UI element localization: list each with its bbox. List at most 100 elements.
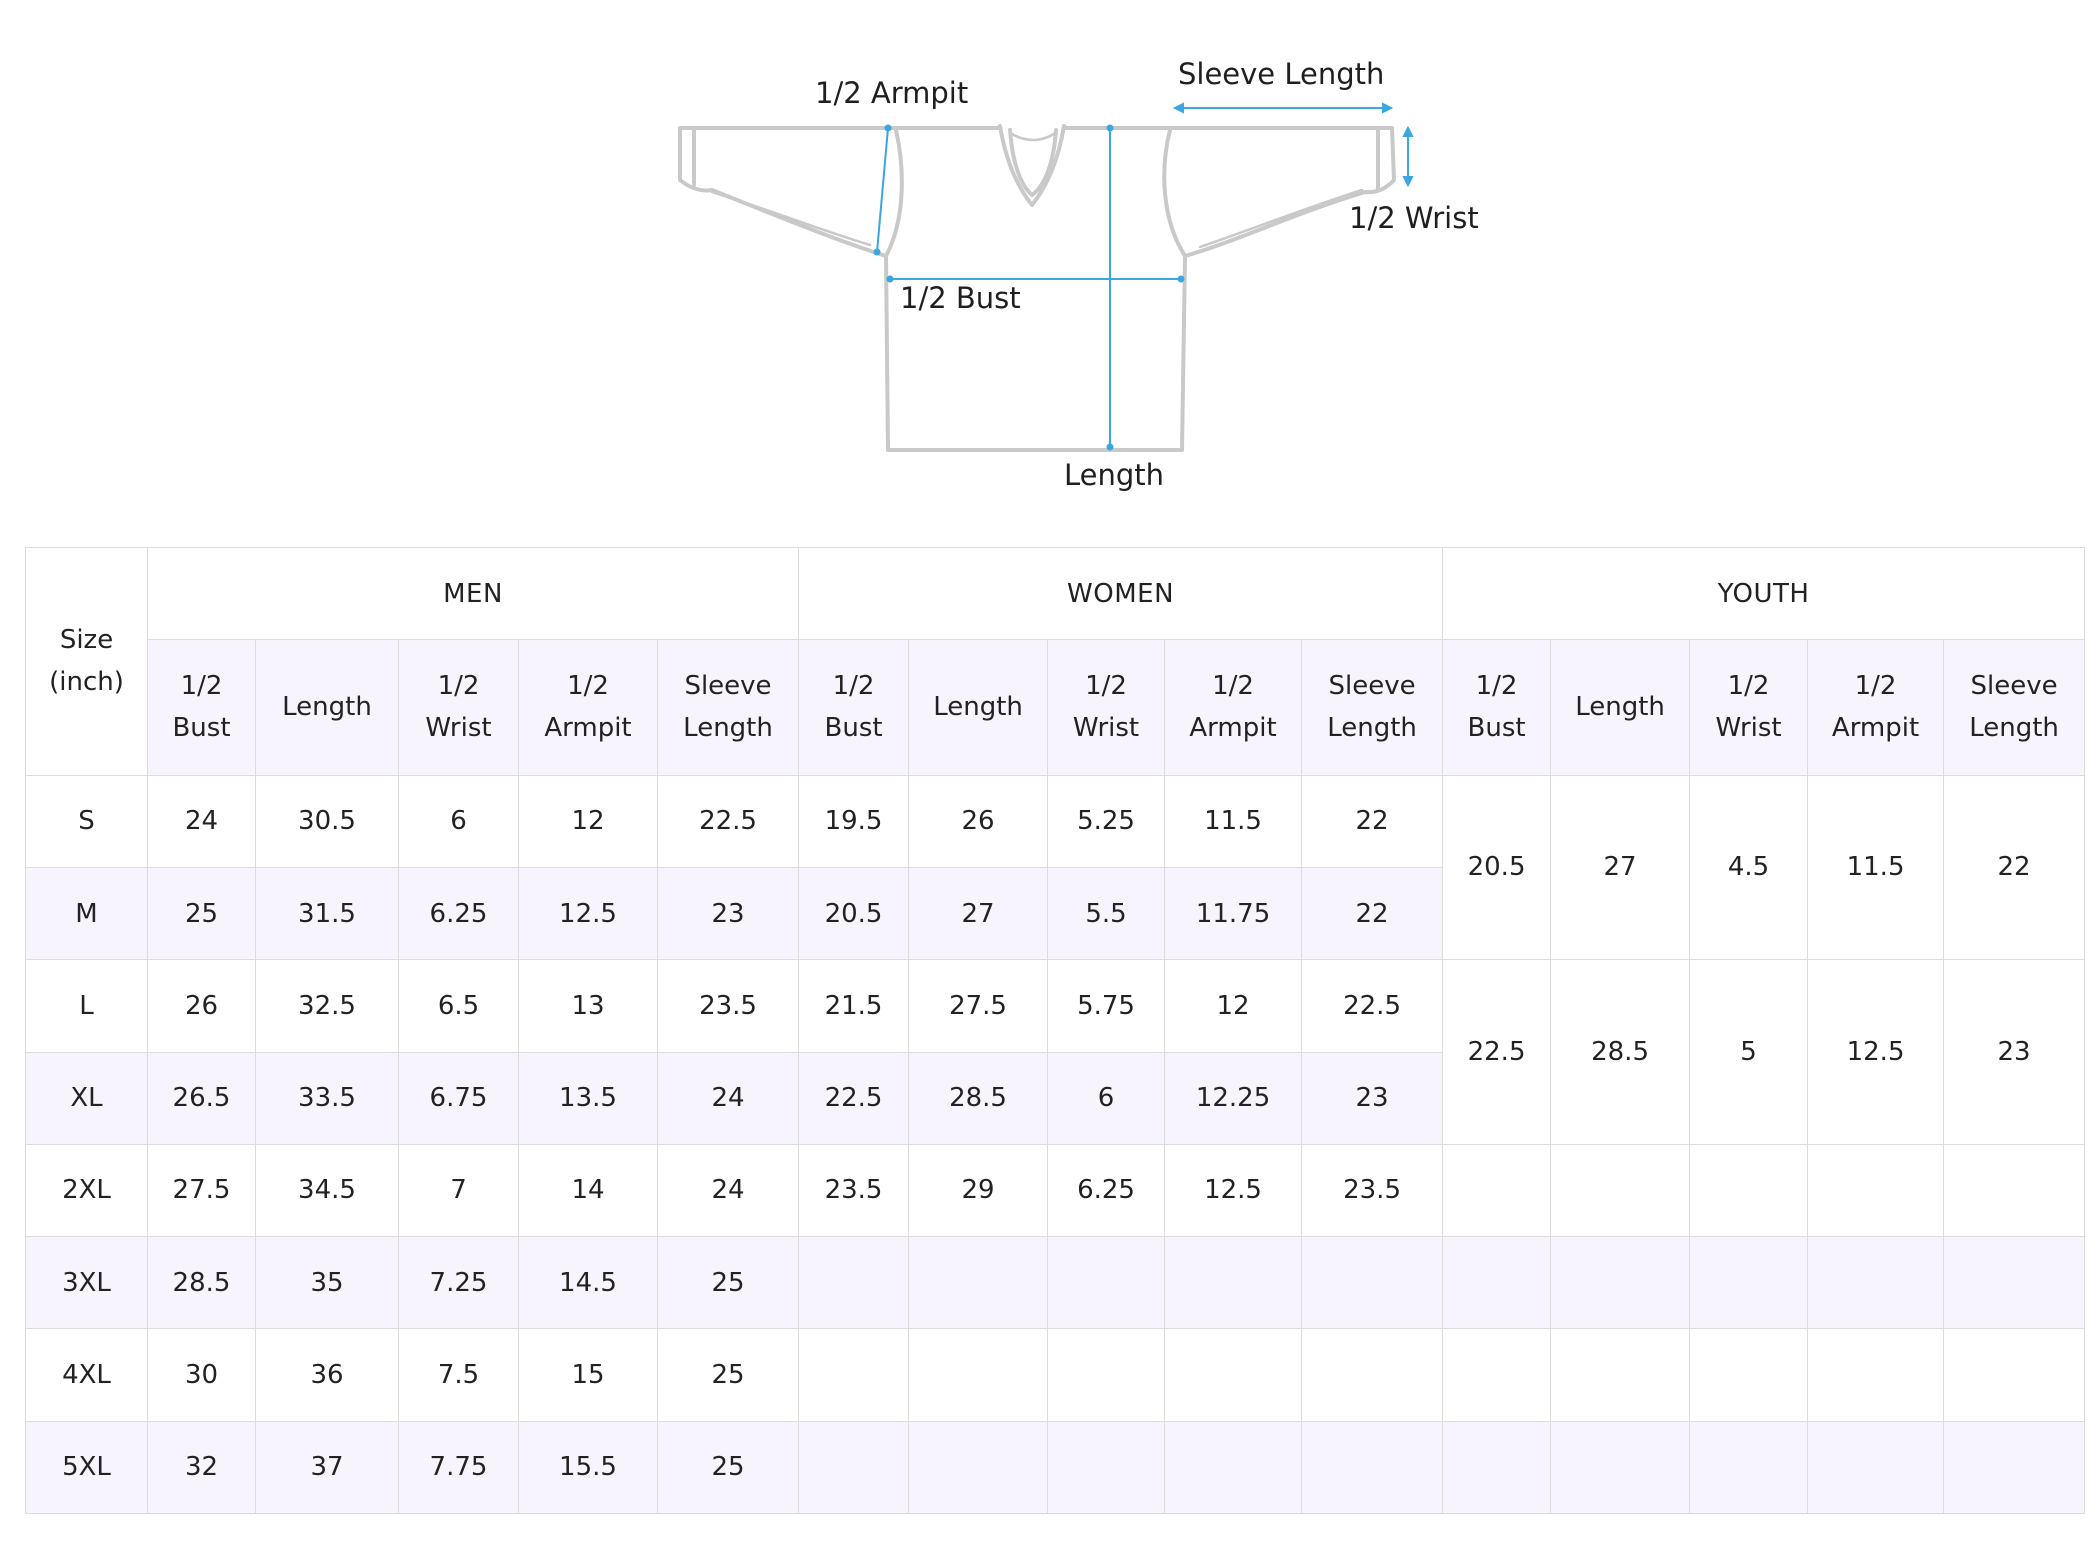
youth-empty-cell bbox=[1689, 1236, 1809, 1330]
women-value-cell: 21.5 bbox=[798, 959, 910, 1053]
men-value-cell: 35 bbox=[255, 1236, 399, 1330]
men-value-cell: 32.5 bbox=[255, 959, 399, 1053]
size-cell: 5XL bbox=[25, 1420, 148, 1515]
men-value-cell: 6.5 bbox=[398, 959, 519, 1053]
men-value-cell: 26 bbox=[147, 959, 256, 1053]
women-value-cell: 12.5 bbox=[1164, 1143, 1303, 1238]
women-value-cell: 5.25 bbox=[1047, 774, 1166, 868]
women-value-cell: 27 bbox=[908, 866, 1049, 961]
sleeve-length-label: Sleeve Length bbox=[1178, 57, 1385, 91]
table-row: 5XL 32 37 7.75 15.5 25 bbox=[25, 1420, 2086, 1515]
column-header-wrist: 1/2 Wrist bbox=[398, 639, 519, 776]
men-value-cell: 22.5 bbox=[656, 774, 800, 868]
men-value-cell: 23 bbox=[656, 866, 800, 961]
women-value-cell bbox=[908, 1236, 1049, 1330]
table-row: S 24 30.5 6 12 22.5 19.5 26 5.25 11.5 22 20.5 27 4.5 1… bbox=[25, 774, 2086, 961]
youth-empty-cell bbox=[1689, 1143, 1809, 1238]
women-value-cell: 23.5 bbox=[798, 1143, 910, 1238]
youth-value-cell: 12.5 bbox=[1807, 959, 1945, 1145]
men-value-cell: 7.5 bbox=[398, 1328, 519, 1422]
column-header-wrist: 1/2 Wrist bbox=[1689, 639, 1809, 776]
youth-value-cell: 22.5 bbox=[1442, 959, 1552, 1145]
women-value-cell bbox=[798, 1420, 910, 1515]
men-value-cell: 30.5 bbox=[255, 774, 399, 868]
men-value-cell: 26.5 bbox=[147, 1051, 256, 1145]
women-value-cell bbox=[908, 1420, 1049, 1515]
youth-empty-cell bbox=[1442, 1236, 1552, 1330]
women-value-cell bbox=[1047, 1236, 1166, 1330]
column-header-sleeve: Sleeve Length bbox=[1301, 639, 1444, 776]
size-rows: S 24 30.5 6 12 22.5 19.5 26 5.25 11.5 22 20.5 27 4.5 1… bbox=[25, 774, 2086, 1515]
youth-value-cell: 23 bbox=[1943, 959, 2086, 1145]
men-value-cell: 33.5 bbox=[255, 1051, 399, 1145]
size-cell: 2XL bbox=[25, 1143, 148, 1238]
armpit-label: 1/2 Armpit bbox=[815, 76, 969, 110]
women-value-cell: 12.25 bbox=[1164, 1051, 1303, 1145]
column-header-armpit: 1/2 Armpit bbox=[518, 639, 658, 776]
men-value-cell: 6.25 bbox=[398, 866, 519, 961]
size-header-cell: Size (inch) bbox=[25, 547, 148, 776]
men-value-cell: 24 bbox=[147, 774, 256, 868]
group-header-row: Size (inch) MEN WOMEN YOUTH bbox=[25, 546, 2086, 776]
women-value-cell: 11.5 bbox=[1164, 774, 1303, 868]
women-value-cell bbox=[1301, 1420, 1444, 1515]
length-label: Length bbox=[1064, 458, 1165, 492]
women-value-cell: 28.5 bbox=[908, 1051, 1049, 1145]
youth-empty-cell bbox=[1943, 1143, 2086, 1238]
men-value-cell: 25 bbox=[656, 1420, 800, 1515]
table-row: L 26 32.5 6.5 13 23.5 21.5 27.5 5.75 12 22.5 22.5 28… bbox=[25, 959, 2086, 1145]
men-value-cell: 28.5 bbox=[147, 1236, 256, 1330]
youth-empty-cell bbox=[1943, 1328, 2086, 1422]
jersey-outline-illustration bbox=[678, 102, 1414, 452]
men-value-cell: 6 bbox=[398, 774, 519, 868]
women-value-cell: 6 bbox=[1047, 1051, 1166, 1145]
women-value-cell bbox=[1164, 1420, 1303, 1515]
youth-empty-cell bbox=[1943, 1420, 2086, 1515]
column-header-bust: 1/2 Bust bbox=[798, 639, 910, 776]
men-value-cell: 15 bbox=[518, 1328, 658, 1422]
men-value-cell: 25 bbox=[147, 866, 256, 961]
table-row: 2XL 27.5 34.5 7 14 24 23.5 29 6.25 12.5 23.5 bbox=[25, 1143, 2086, 1238]
youth-empty-cell bbox=[1550, 1143, 1691, 1238]
youth-empty-cell bbox=[1807, 1328, 1945, 1422]
women-value-cell bbox=[1047, 1420, 1166, 1515]
wrist-label: 1/2 Wrist bbox=[1349, 201, 1479, 235]
men-value-cell: 13.5 bbox=[518, 1051, 658, 1145]
women-value-cell: 29 bbox=[908, 1143, 1049, 1238]
men-value-cell: 32 bbox=[147, 1420, 256, 1515]
women-value-cell: 22.5 bbox=[798, 1051, 910, 1145]
men-value-cell: 37 bbox=[255, 1420, 399, 1515]
youth-empty-cell bbox=[1807, 1236, 1945, 1330]
men-value-cell: 13 bbox=[518, 959, 658, 1053]
women-value-cell: 23.5 bbox=[1301, 1143, 1444, 1238]
women-value-cell bbox=[798, 1236, 910, 1330]
size-cell: XL bbox=[25, 1051, 148, 1145]
women-value-cell: 12 bbox=[1164, 959, 1303, 1053]
men-value-cell: 7 bbox=[398, 1143, 519, 1238]
youth-empty-cell bbox=[1442, 1328, 1552, 1422]
column-header-bust: 1/2 Bust bbox=[1442, 639, 1552, 776]
men-value-cell: 36 bbox=[255, 1328, 399, 1422]
youth-empty-cell bbox=[1442, 1420, 1552, 1515]
youth-empty-cell bbox=[1550, 1328, 1691, 1422]
table-row: M 25 31.5 6.25 12.5 23 20.5 27 5.5 11.75 22 bbox=[25, 866, 2085, 961]
women-value-cell: 19.5 bbox=[798, 774, 910, 868]
youth-value-cell: 11.5 bbox=[1807, 774, 1945, 961]
women-value-cell: 20.5 bbox=[798, 866, 910, 961]
size-header-line2: (inch) bbox=[49, 667, 124, 698]
women-value-cell bbox=[1301, 1328, 1444, 1422]
youth-empty-cell bbox=[1689, 1328, 1809, 1422]
women-value-cell: 5.75 bbox=[1047, 959, 1166, 1053]
women-value-cell: 5.5 bbox=[1047, 866, 1166, 961]
youth-empty-cell bbox=[1943, 1236, 2086, 1330]
men-value-cell: 30 bbox=[147, 1328, 256, 1422]
youth-value-cell: 4.5 bbox=[1689, 774, 1809, 961]
men-value-cell: 15.5 bbox=[518, 1420, 658, 1515]
women-value-cell bbox=[1164, 1236, 1303, 1330]
column-header-length: Length bbox=[255, 639, 399, 776]
women-value-cell: 11.75 bbox=[1164, 866, 1303, 961]
women-group-header: WOMEN bbox=[798, 546, 1444, 641]
column-header-bust: 1/2 Bust bbox=[147, 639, 256, 776]
women-value-cell bbox=[908, 1328, 1049, 1422]
size-cell: L bbox=[25, 959, 148, 1053]
